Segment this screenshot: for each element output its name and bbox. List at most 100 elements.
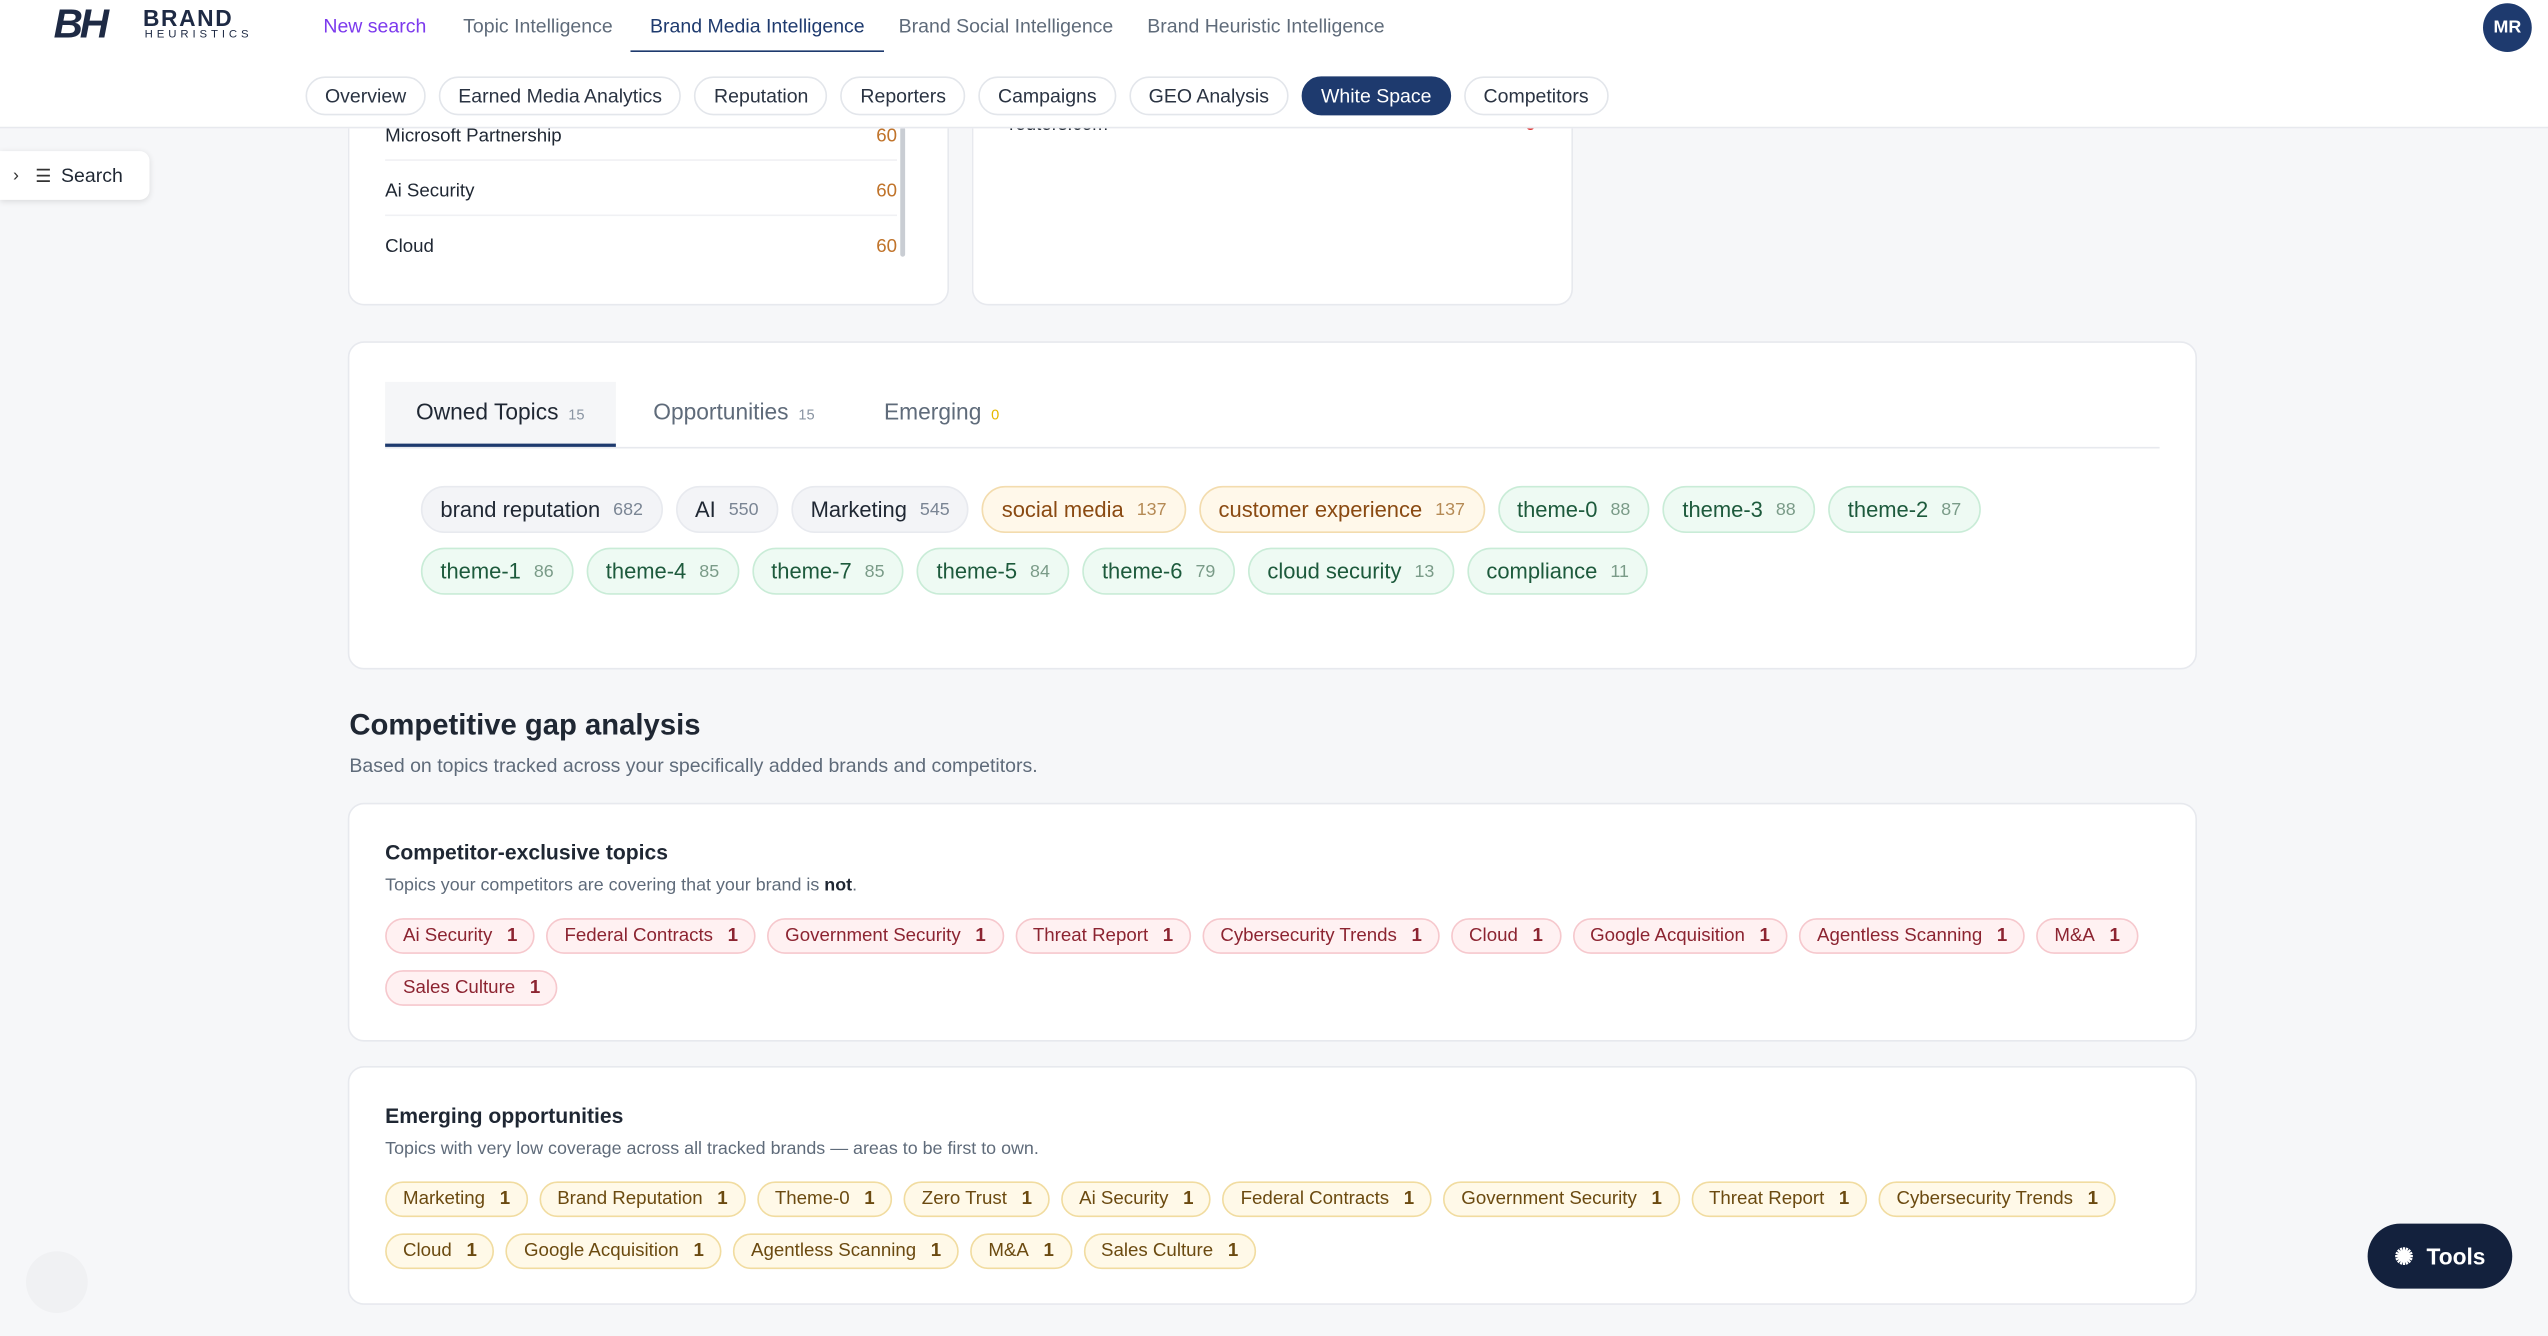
- topic-name: Microsoft Partnership: [385, 126, 562, 147]
- gap-chip[interactable]: Cloud 1: [1451, 918, 1561, 954]
- chip-count: 1: [1183, 1189, 1194, 1210]
- topic-chip[interactable]: Marketing 545: [791, 485, 970, 533]
- gap-chip[interactable]: Google Acquisition 1: [1572, 918, 1788, 954]
- logo-sub: HEURISTICS: [144, 29, 253, 41]
- chip-name: M&A: [988, 1241, 1029, 1262]
- topic-chip[interactable]: AI 550: [675, 485, 779, 533]
- sub-nav-pill[interactable]: GEO Analysis: [1129, 76, 1289, 116]
- nav-link[interactable]: Brand Social Intelligence: [898, 14, 1114, 38]
- chip-name: Cloud: [403, 1241, 452, 1262]
- description-part: Topics with very low coverage across all…: [385, 1139, 1039, 1159]
- gap-chip[interactable]: Ai Security 1: [1061, 1181, 1212, 1218]
- tab-label: Owned Topics: [416, 398, 559, 425]
- nav-link[interactable]: New search: [323, 14, 427, 38]
- chip-count: 1: [1411, 926, 1422, 946]
- card-description: Topics your competitors are covering tha…: [385, 876, 857, 896]
- chip-name: theme-2: [1847, 497, 1929, 522]
- chip-count: 1: [1021, 1189, 1033, 1210]
- chip-count: 1: [1651, 1189, 1662, 1210]
- tab[interactable]: Opportunities 15: [653, 398, 814, 424]
- sub-nav-pill[interactable]: Reporters: [840, 76, 966, 116]
- help-bubble[interactable]: [26, 1251, 88, 1313]
- gap-chip[interactable]: Threat Report 1: [1014, 918, 1192, 954]
- chip-name: Marketing: [810, 497, 907, 522]
- chip-count: 1: [717, 1189, 728, 1210]
- tab[interactable]: Emerging 0: [884, 398, 999, 424]
- search-toggle[interactable]: › ☰ Search: [0, 151, 150, 200]
- topic-row: Microsoft Partnership 60: [385, 127, 897, 161]
- chip-name: theme-1: [440, 559, 521, 584]
- chip-count: 86: [533, 561, 554, 581]
- topic-chip[interactable]: theme-6 79: [1082, 547, 1235, 595]
- sub-nav-pill[interactable]: Overview: [305, 76, 426, 116]
- gap-chip[interactable]: Government Security 1: [767, 918, 1004, 954]
- gap-chip[interactable]: M&A 1: [2036, 918, 2138, 954]
- chip-name: Sales Culture: [1100, 1241, 1214, 1262]
- topic-chip[interactable]: cloud security 13: [1247, 547, 1454, 595]
- chip-name: theme-4: [605, 559, 687, 584]
- sub-nav-pill[interactable]: Reputation: [694, 76, 828, 116]
- tab[interactable]: Owned Topics 15: [385, 381, 616, 447]
- gap-chip[interactable]: Agentless Scanning 1: [1799, 918, 2026, 954]
- logo-mark[interactable]: BH: [53, 1, 109, 48]
- chip-name: Cloud: [1469, 926, 1518, 946]
- gap-chip[interactable]: Theme-0 1: [756, 1181, 893, 1218]
- gap-chip[interactable]: Federal Contracts 1: [546, 918, 756, 954]
- topic-chip[interactable]: social media 137: [982, 485, 1187, 533]
- gap-chip[interactable]: Google Acquisition 1: [506, 1233, 722, 1270]
- chip-count: 84: [1030, 561, 1050, 581]
- chip-count: 1: [930, 1241, 942, 1262]
- gap-chip[interactable]: Federal Contracts 1: [1222, 1181, 1433, 1218]
- tab-label: Emerging: [884, 398, 982, 425]
- nav-link[interactable]: Topic Intelligence: [463, 14, 613, 38]
- scrollbar: [900, 126, 906, 257]
- gap-chip[interactable]: M&A 1: [970, 1233, 1072, 1270]
- topic-chips: Marketing 1 Brand Reputation 1 Theme-0 1 Zero …: [385, 1181, 2173, 1285]
- nav-link[interactable]: Brand Media Intelligence: [630, 15, 885, 52]
- topic-chip[interactable]: customer experience 137: [1199, 485, 1485, 533]
- avatar[interactable]: MR: [2483, 3, 2532, 52]
- chip-name: Sales Culture: [403, 978, 516, 998]
- topic-chip[interactable]: brand reputation 682: [420, 485, 663, 533]
- gap-chip[interactable]: Government Security 1: [1443, 1181, 1680, 1218]
- sub-nav-pill[interactable]: Competitors: [1464, 76, 1609, 116]
- topic-chip[interactable]: theme-4 85: [586, 547, 739, 595]
- gap-chip[interactable]: Threat Report 1: [1691, 1181, 1868, 1218]
- tools-icon: ✺: [2394, 1242, 2414, 1269]
- tools-button[interactable]: ✺ Tools: [2367, 1223, 2513, 1289]
- gap-chip[interactable]: Cybersecurity Trends 1: [1202, 918, 1440, 954]
- gap-chip[interactable]: Brand Reputation 1: [539, 1181, 746, 1218]
- gap-chip[interactable]: Sales Culture 1: [1083, 1233, 1257, 1270]
- chip-name: compliance: [1486, 559, 1598, 584]
- tab-count: 15: [568, 406, 585, 423]
- topic-chip[interactable]: theme-3 88: [1662, 485, 1816, 533]
- gap-chip[interactable]: Cloud 1: [385, 1233, 495, 1270]
- chip-count: 1: [693, 1241, 704, 1262]
- chip-name: Federal Contracts: [1240, 1189, 1390, 1210]
- topic-chip[interactable]: theme-2 87: [1828, 485, 1981, 533]
- sub-nav-pill[interactable]: Campaigns: [978, 76, 1117, 116]
- topic-chip[interactable]: compliance 11: [1466, 547, 1649, 595]
- nav-link[interactable]: Brand Heuristic Intelligence: [1147, 14, 1385, 38]
- gap-chip[interactable]: Zero Trust 1: [903, 1181, 1050, 1218]
- gap-chip[interactable]: Marketing 1: [385, 1181, 528, 1218]
- sub-nav-pill[interactable]: White Space: [1301, 76, 1452, 116]
- gap-chip[interactable]: Agentless Scanning 1: [733, 1233, 960, 1270]
- topic-chip[interactable]: theme-1 86: [420, 547, 574, 595]
- chip-name: customer experience: [1218, 497, 1423, 522]
- gap-chip[interactable]: Ai Security 1: [385, 918, 536, 954]
- topic-value: 60: [876, 182, 897, 202]
- sub-nav-pill[interactable]: Earned Media Analytics: [438, 76, 682, 116]
- topic-chip[interactable]: theme-0 88: [1497, 485, 1650, 533]
- chip-name: cloud security: [1267, 559, 1402, 584]
- chip-count: 79: [1195, 561, 1216, 581]
- search-label: Search: [61, 164, 123, 187]
- chip-name: Theme-0: [774, 1189, 850, 1210]
- gap-chip[interactable]: Cybersecurity Trends 1: [1878, 1181, 2116, 1218]
- chip-name: Ai Security: [403, 926, 493, 946]
- gap-chip[interactable]: Sales Culture 1: [385, 970, 559, 1006]
- section-subtitle: Based on topics tracked across your spec…: [349, 754, 1038, 777]
- topic-chip[interactable]: theme-7 85: [751, 547, 905, 595]
- tab-divider: [385, 446, 2160, 449]
- topic-chip[interactable]: theme-5 84: [917, 547, 1070, 595]
